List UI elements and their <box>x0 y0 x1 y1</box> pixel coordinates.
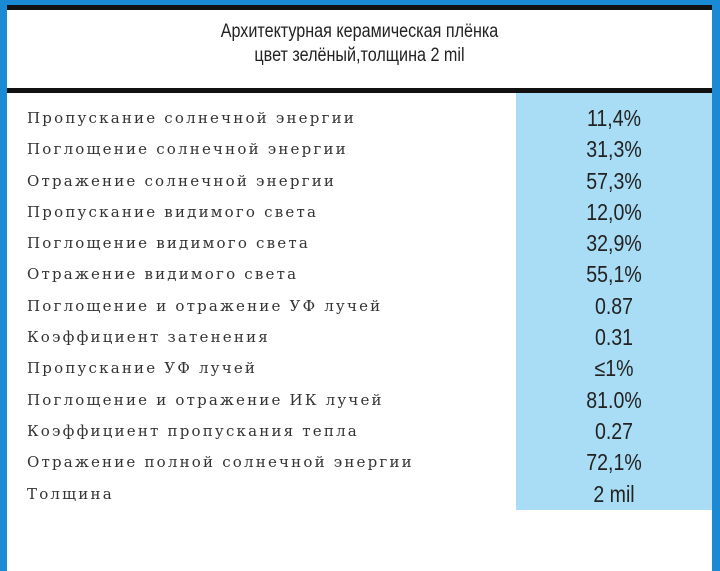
row-label: Толщина <box>27 484 114 503</box>
top-divider <box>7 5 712 10</box>
row-label: Поглощение и отражение УФ лучей <box>27 296 383 315</box>
table-title: Архитектурная керамическая плёнка цвет з… <box>60 20 659 68</box>
row-value: 2 mil <box>593 480 635 507</box>
row-value: 0.31 <box>594 324 634 351</box>
table-row: Поглощение и отражение УФ лучей 0.87 <box>27 293 712 324</box>
title-line-1: Архитектурная керамическая плёнка <box>220 21 499 42</box>
row-label: Коэффициент затенения <box>27 328 270 347</box>
row-label: Поглощение солнечной энергии <box>27 140 348 159</box>
table-row: Пропускание солнечной энергии 11,4% <box>27 105 712 136</box>
table-row: Толщина 2 mil <box>27 481 712 512</box>
row-value: 32,9% <box>586 230 642 257</box>
row-value: 55,1% <box>586 261 642 288</box>
row-label: Коэффициент пропускания тепла <box>27 421 359 440</box>
row-label: Пропускание солнечной энергии <box>27 109 356 127</box>
table-row: Отражение видимого света 55,1% <box>27 261 712 292</box>
table-row: Коэффициент затенения 0.31 <box>27 324 712 355</box>
frame-left-border <box>0 0 7 571</box>
table-row: Отражение солнечной энергии 57,3% <box>27 168 712 199</box>
row-value: 0.87 <box>594 292 634 319</box>
table-row: Пропускание видимого света 12,0% <box>27 199 712 230</box>
row-value: 12,0% <box>586 198 642 225</box>
row-label: Поглощение видимого света <box>27 234 310 253</box>
title-line-2: цвет зелёный,толщина 2 mil <box>254 45 465 66</box>
row-value: 0.27 <box>594 417 634 444</box>
row-label: Пропускание УФ лучей <box>27 359 258 378</box>
row-value: ≤1% <box>594 355 634 382</box>
value-column-background <box>516 93 712 510</box>
row-label: Отражение видимого света <box>27 265 299 284</box>
row-label: Поглощение и отражение ИК лучей <box>27 390 384 409</box>
table-row: Коэффициент пропускания тепла 0.27 <box>27 418 712 449</box>
row-label: Отражение солнечной энергии <box>27 171 337 190</box>
row-value: 72,1% <box>586 449 642 476</box>
table-row: Поглощение солнечной энергии 31,3% <box>27 136 712 167</box>
table-row: Поглощение видимого света 32,9% <box>27 230 712 261</box>
row-value: 57,3% <box>586 167 642 194</box>
frame-top-border <box>0 0 720 5</box>
spec-table: Пропускание солнечной энергии 11,4% Поглощ… <box>27 105 712 512</box>
row-label: Пропускание видимого света <box>27 202 319 221</box>
table-row: Пропускание УФ лучей ≤1% <box>27 355 712 386</box>
table-row: Отражение полной солнечной энергии 72,1% <box>27 449 712 480</box>
row-value: 81.0% <box>586 386 642 413</box>
table-row: Поглощение и отражение ИК лучей 81.0% <box>27 387 712 418</box>
row-label: Отражение полной солнечной энергии <box>27 453 414 472</box>
header-divider <box>7 88 712 93</box>
row-value: 11,4% <box>586 105 641 131</box>
row-value: 31,3% <box>586 136 642 163</box>
frame-right-border <box>712 0 720 571</box>
